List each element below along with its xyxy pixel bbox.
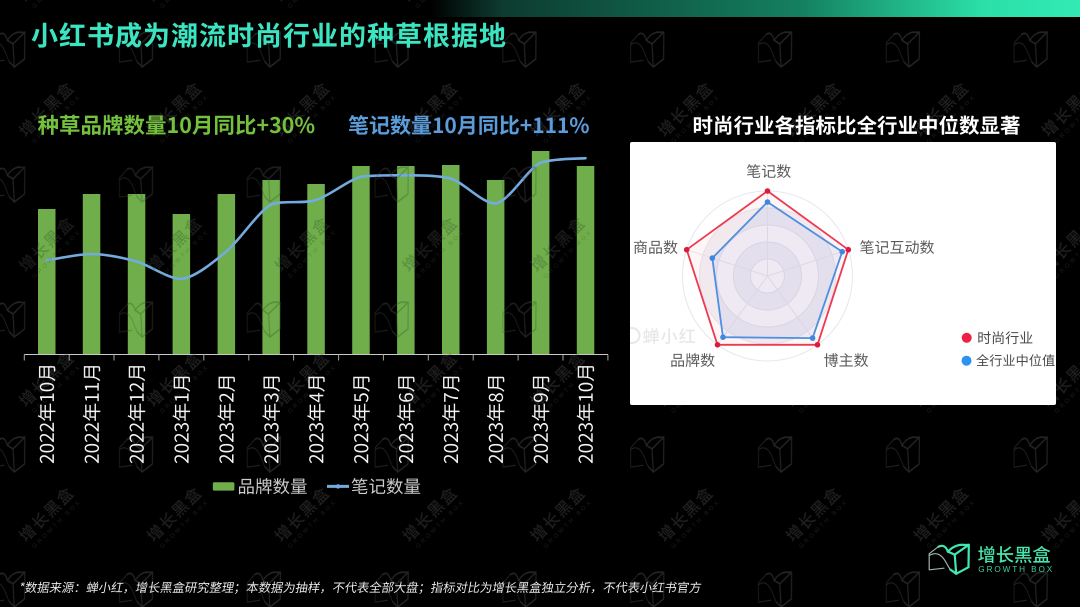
- svg-text:GROWTH BOX: GROWTH BOX: [978, 565, 1054, 574]
